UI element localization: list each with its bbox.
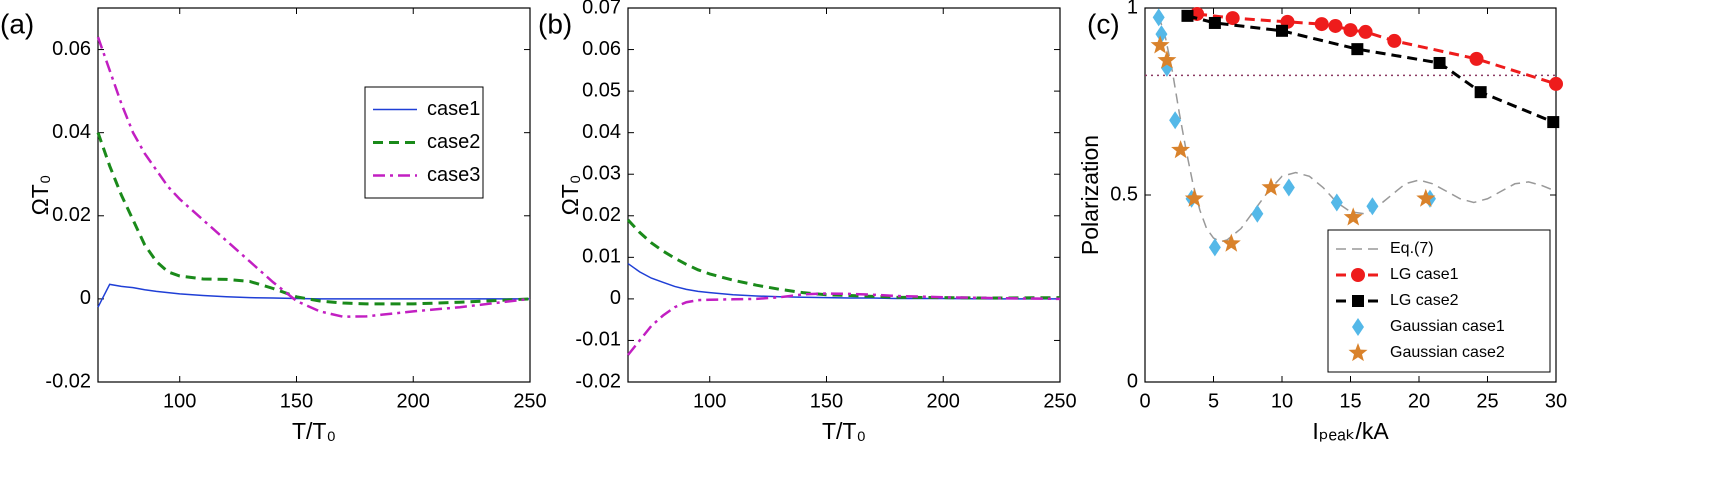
- x-tick-label: 150: [810, 390, 843, 412]
- series-line: [626, 218, 1061, 300]
- marker: [1330, 193, 1343, 212]
- panel-label: (c): [1087, 8, 1120, 39]
- y-tick-label: 0.06: [582, 38, 621, 60]
- series-line: [627, 292, 1061, 356]
- marker: [1358, 24, 1373, 39]
- marker: [1547, 116, 1560, 129]
- marker: [1282, 178, 1295, 197]
- marker: [1549, 76, 1563, 91]
- marker: [1387, 33, 1402, 48]
- legend-marker: [1351, 268, 1365, 282]
- y-tick-label: 0.06: [52, 38, 91, 60]
- legend-label: Gaussian case2: [1390, 344, 1505, 361]
- y-tick-label: -0.02: [575, 370, 621, 392]
- legend-label: case3: [427, 164, 480, 186]
- marker: [1328, 18, 1343, 33]
- marker: [1251, 204, 1264, 223]
- x-axis-label: Iₚₑₐₖ/kA: [1312, 418, 1389, 444]
- marker: [1351, 43, 1364, 56]
- marker: [1343, 207, 1363, 226]
- marker: [1221, 233, 1241, 252]
- marker: [1416, 188, 1436, 207]
- marker: [1155, 25, 1168, 44]
- y-axis-label: ΩT₀: [27, 175, 53, 216]
- y-tick-label: 0.05: [582, 79, 621, 101]
- y-tick-label: 0.02: [582, 204, 621, 226]
- x-tick-label: 100: [693, 390, 726, 412]
- x-axis-label: T/T₀: [292, 418, 336, 444]
- legend-marker: [1348, 343, 1368, 362]
- legend-label: Gaussian case1: [1390, 318, 1505, 335]
- legend-label: LG case2: [1390, 292, 1459, 309]
- marker: [1261, 177, 1281, 196]
- y-axis-label: Polarization: [1077, 135, 1103, 255]
- panel-label: (b): [538, 8, 572, 39]
- y-tick-label: 0.03: [582, 163, 621, 185]
- y-tick-label: 0.5: [1110, 183, 1138, 205]
- marker: [1225, 11, 1240, 26]
- x-tick-label: 25: [1476, 390, 1498, 412]
- marker: [1433, 56, 1446, 69]
- y-tick-label: -0.02: [45, 370, 91, 392]
- plot-frame: [97, 7, 531, 383]
- marker: [1169, 111, 1182, 130]
- y-tick-label: 1: [1127, 0, 1138, 18]
- x-tick-label: 200: [397, 390, 430, 412]
- legend-box: [1327, 229, 1551, 373]
- legend-label: Eq.(7): [1390, 240, 1434, 257]
- marker: [1208, 238, 1221, 257]
- x-tick-label: 5: [1208, 390, 1219, 412]
- x-axis-label: T/T₀: [822, 418, 866, 444]
- x-tick-label: 10: [1271, 390, 1293, 412]
- x-tick-label: 100: [163, 390, 196, 412]
- series-line: [1157, 15, 1557, 243]
- series-line: [1196, 12, 1557, 86]
- series-line: [96, 132, 531, 306]
- y-axis-label: ΩT₀: [557, 175, 583, 216]
- legend-box: [364, 86, 484, 199]
- x-tick-label: 200: [927, 390, 960, 412]
- marker: [1469, 51, 1484, 66]
- marker: [1366, 197, 1379, 216]
- legend-label: LG case1: [1390, 266, 1459, 283]
- y-tick-label: 0: [80, 287, 91, 309]
- y-tick-label: 0.04: [582, 121, 621, 143]
- marker: [1314, 17, 1329, 32]
- y-tick-label: 0.04: [52, 121, 91, 143]
- plot-frame: [627, 7, 1061, 383]
- legend-marker: [1352, 295, 1364, 307]
- marker: [1152, 8, 1165, 27]
- x-tick-label: 15: [1339, 390, 1361, 412]
- y-tick-label: 0: [610, 287, 621, 309]
- x-tick-label: 250: [513, 390, 546, 412]
- panel-label: (a): [0, 8, 34, 39]
- x-tick-label: 0: [1139, 390, 1150, 412]
- x-tick-label: 250: [1043, 390, 1076, 412]
- marker: [1343, 23, 1358, 38]
- x-tick-label: 150: [280, 390, 313, 412]
- marker: [1208, 16, 1221, 29]
- legend-label: case1: [427, 98, 480, 120]
- x-tick-label: 20: [1408, 390, 1430, 412]
- marker: [1150, 35, 1170, 54]
- legend-marker: [1352, 318, 1364, 336]
- y-tick-label: -0.01: [575, 329, 621, 351]
- y-tick-label: 0.07: [582, 0, 621, 18]
- series-line: [96, 36, 531, 319]
- marker: [1276, 24, 1288, 37]
- y-tick-label: 0: [1127, 370, 1138, 392]
- series-line: [97, 283, 530, 308]
- marker: [1184, 188, 1204, 207]
- y-tick-label: 0.02: [52, 204, 91, 226]
- x-tick-label: 30: [1545, 390, 1567, 412]
- marker: [1171, 140, 1191, 159]
- y-tick-label: 0.01: [582, 246, 621, 268]
- marker: [1181, 9, 1194, 22]
- marker: [1474, 86, 1487, 99]
- legend-label: case2: [427, 131, 480, 153]
- marker: [1157, 50, 1177, 69]
